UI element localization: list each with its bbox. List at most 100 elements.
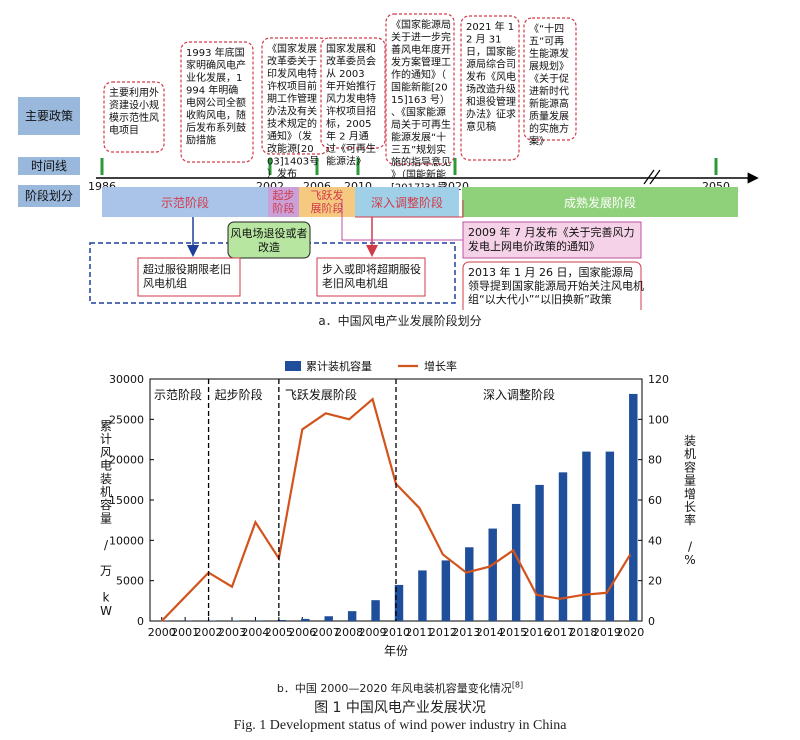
- capacity-bar: [441, 560, 451, 621]
- x-tick-label: 2009: [359, 626, 387, 639]
- x-tick-label: 2003: [218, 626, 246, 639]
- stage-label: 深入调整阶段: [483, 387, 555, 402]
- policy-text: 《国家能源局关于进一步完善风电年度开发方案管理工作的通知》（国能新能[20 15]…: [391, 18, 451, 206]
- y2-tick-label: 120: [648, 373, 669, 386]
- capacity-bar: [511, 503, 521, 621]
- x-tick-label: 2010: [382, 626, 410, 639]
- x-tick-label: 2000: [148, 626, 176, 639]
- x-tick-label: 2019: [593, 626, 621, 639]
- legend-bar-swatch: [285, 361, 301, 371]
- row-label-box: [18, 185, 80, 207]
- legend-line-label: 增长率: [424, 359, 457, 373]
- x-tick-label: 2002: [195, 626, 223, 639]
- capacity-bar: [558, 472, 568, 621]
- axis-break-mark: [643, 169, 655, 185]
- row-label-2: 时间线: [31, 159, 67, 173]
- stage-label: 示范阶段: [154, 387, 202, 402]
- x-tick-label: 2007: [312, 626, 340, 639]
- policy-box: [385, 13, 455, 165]
- capacity-bar: [394, 584, 404, 621]
- policy-box: [103, 81, 165, 153]
- stage-label: 起步阶段: [215, 387, 263, 402]
- y-tick-label: 5000: [116, 575, 144, 588]
- panel-b-caption-text: b．中国 2000—2020 年风电装机容量变化情况: [276, 682, 512, 695]
- timeline-tick: [100, 158, 104, 175]
- capacity-chart: 0 5000 10000 15000 20000 25000 30000 0 20 40 60 80 1…: [100, 359, 696, 658]
- stage-segment: [355, 187, 459, 217]
- capacity-bar: [324, 616, 333, 621]
- y2-tick-label: 20: [648, 575, 662, 588]
- x-tick-label: 2001: [171, 626, 199, 639]
- x-tick-label: 2014: [476, 626, 504, 639]
- x-tick-label: 2008: [335, 626, 363, 639]
- note-text-2009: 2009 年 7 月发布《关于完善风力发电上网电价政策的通知》: [468, 225, 634, 253]
- capacity-bar: [347, 611, 357, 621]
- y2-tick-label: 40: [648, 534, 662, 547]
- panel-b-caption: b．中国 2000—2020 年风电装机容量变化情况[8]: [0, 680, 800, 696]
- x-tick-label: 2015: [499, 626, 527, 639]
- row-label-1: 主要政策: [25, 109, 73, 123]
- legend-bar-label: 累计装机容量: [306, 359, 372, 373]
- policy-text: 主要利用外资建设小规模示范性风电项目: [109, 87, 159, 137]
- panel-a-caption: a．中国风电产业发展阶段划分: [318, 314, 482, 328]
- y-tick-label: 25000: [109, 413, 144, 426]
- retire-text: 风电场退役或者改造: [231, 226, 308, 254]
- y-tick-label: 30000: [109, 373, 144, 386]
- timeline-tick: [315, 158, 319, 175]
- y2-tick-label: 0: [648, 615, 655, 628]
- capacity-bar: [535, 484, 544, 621]
- stage-label: 深入调整阶段: [371, 195, 443, 210]
- x-tick-label: 2017: [546, 626, 574, 639]
- x-tick-label: 2011: [405, 626, 433, 639]
- capacity-bar: [629, 393, 638, 621]
- y-tick-label: 0: [137, 615, 144, 628]
- stage-label: 起步阶段: [273, 189, 295, 215]
- capacity-bar: [605, 451, 615, 621]
- old-unit-text: 超过服役期限老旧风电机组: [143, 262, 231, 290]
- retire-box: [227, 221, 311, 259]
- timeline-tick: [268, 158, 272, 175]
- timeline-tick: [356, 158, 360, 175]
- x-tick-label: 2016: [523, 626, 551, 639]
- panel-b-ref: [8]: [511, 680, 524, 690]
- figure-title-en: Fig. 1 Development status of wind power …: [233, 718, 567, 733]
- stage-segment: [268, 187, 299, 217]
- x-tick-label: 2012: [429, 626, 457, 639]
- stage-label: 成熟发展阶段: [564, 195, 636, 210]
- policy-box: [523, 17, 577, 141]
- capacity-bar: [277, 619, 287, 621]
- row-label-box: [18, 157, 80, 175]
- policy-text: 国家发展和改革委员会从 2003 年开始推行风力发电特许权项目招标，2005 年…: [326, 42, 376, 168]
- row-label-3: 阶段划分: [25, 188, 73, 203]
- stage-label: 飞跃发展阶段: [285, 387, 357, 402]
- y-tick-label: 10000: [109, 534, 144, 547]
- y2-tick-label: 100: [648, 413, 669, 426]
- policy-box: [180, 41, 254, 163]
- x-axis-title: 年份: [384, 644, 408, 658]
- timeline-tick: [453, 158, 457, 175]
- x-tick-label: 2020: [616, 626, 644, 639]
- x-tick-label: 2018: [569, 626, 597, 639]
- aging-unit-box: [316, 257, 426, 297]
- connector-2009: [341, 200, 463, 241]
- figure-title-cn: 图 1 中国风电产业发展状况: [314, 700, 486, 716]
- stage-label: 飞跃发展阶段: [311, 188, 344, 215]
- aging-unit-text: 步入或即将超期服役老旧风电机组: [322, 262, 421, 290]
- x-tick-label: 2004: [241, 626, 269, 639]
- stage-segment: [462, 187, 738, 217]
- policy-text: 1993 年底国家明确风电产业化发展，1 994 年明确电网公司全额收购风电，随后…: [186, 46, 246, 147]
- y2-tick-label: 80: [648, 454, 662, 467]
- timeline-tick: [714, 158, 718, 175]
- x-tick-label: 2013: [452, 626, 480, 639]
- capacity-bar: [371, 600, 380, 621]
- retirement-region: [89, 242, 456, 304]
- policy-text: 《“十四五”可再生能源发展规划》《关于促进新时代新能源高质量发展的实施方案》: [529, 22, 569, 148]
- old-unit-box: [137, 257, 241, 297]
- stage-label: 示范阶段: [161, 195, 209, 210]
- connector-2013: [355, 200, 464, 218]
- policy-text: 《国家发展改革委关于印发风电特许权项目前期工作管理办法及有关技术规定的通知》（发…: [267, 42, 319, 180]
- y2-tick-label: 60: [648, 494, 662, 507]
